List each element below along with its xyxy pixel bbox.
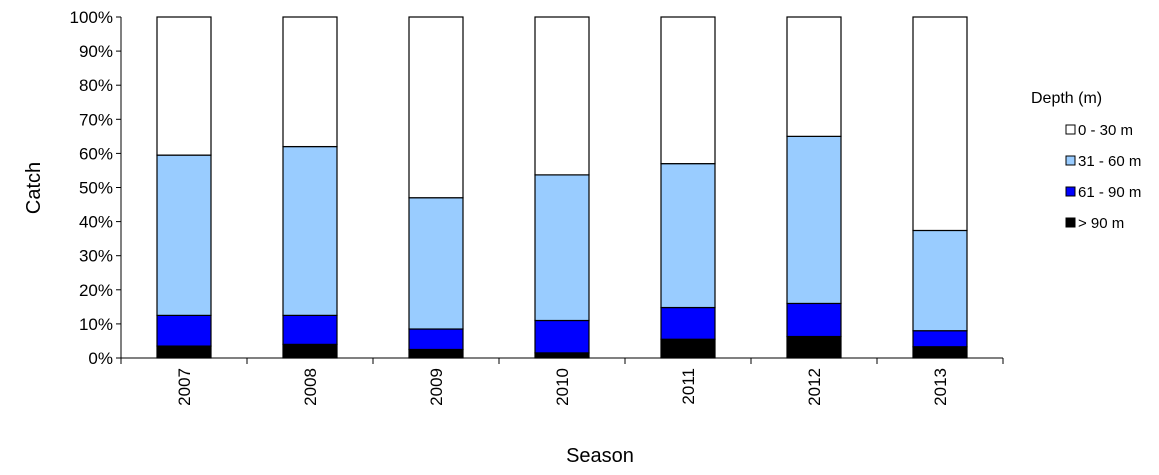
legend: Depth (m) 0 - 30 m 31 - 60 m 61 - 90 m > 90… xyxy=(1031,90,1141,232)
y-tick-label: 40% xyxy=(79,213,113,232)
y-tick-label: 80% xyxy=(79,76,113,95)
bar-segment xyxy=(660,338,716,359)
y-tick-label: 70% xyxy=(79,110,113,129)
bar-segment xyxy=(282,343,338,359)
bar-segment xyxy=(156,154,212,316)
bar-segment xyxy=(660,306,716,340)
legend-label: 31 - 60 m xyxy=(1078,153,1141,170)
y-axis: 0% 10% 20% 30% 40% 50% 60% 70% 80% 90% 100% xyxy=(70,8,122,368)
y-tick-label: 60% xyxy=(79,144,113,163)
x-tick-label: 2009 xyxy=(427,368,446,406)
bar-segment xyxy=(156,314,212,347)
x-tick-label: 2010 xyxy=(553,368,572,406)
y-tick-label: 20% xyxy=(79,281,113,300)
legend-swatch xyxy=(1065,217,1076,228)
legend-label: 61 - 90 m xyxy=(1078,184,1141,201)
bar-segment xyxy=(660,163,716,309)
x-tick-label: 2011 xyxy=(679,368,698,405)
x-tick-label: 2008 xyxy=(301,368,320,406)
bar-segment xyxy=(786,302,842,338)
bar-segment xyxy=(912,229,968,332)
x-tick-label: 2012 xyxy=(805,368,824,406)
legend-label: 0 - 30 m xyxy=(1078,122,1133,139)
bar-segment xyxy=(534,174,590,322)
bar-segment xyxy=(912,330,968,348)
bar-segment xyxy=(408,16,464,199)
bar-segment xyxy=(534,319,590,354)
bar-segment xyxy=(408,348,464,359)
y-tick-label: 0% xyxy=(88,349,113,368)
bar-segment xyxy=(282,16,338,148)
bar-segment xyxy=(534,16,590,176)
bar-segment xyxy=(282,314,338,345)
bar-segment xyxy=(156,345,212,359)
bar-segment xyxy=(786,135,842,305)
bar-segment xyxy=(912,16,968,232)
y-tick-label: 100% xyxy=(70,8,113,27)
legend-label: > 90 m xyxy=(1078,215,1124,232)
legend-swatch xyxy=(1065,155,1076,166)
x-tick-label: 2007 xyxy=(175,368,194,406)
bar-segment xyxy=(786,16,842,137)
bar-segment xyxy=(912,346,968,359)
y-tick-label: 50% xyxy=(79,179,113,198)
x-axis: 2007 2008 2009 2010 2011 2012 2013 xyxy=(120,357,1004,406)
bar-segment xyxy=(786,335,842,359)
x-axis-title: Season xyxy=(566,445,634,467)
x-tick-label: 2013 xyxy=(931,368,950,406)
bar-segment xyxy=(282,145,338,316)
legend-title: Depth (m) xyxy=(1031,90,1102,107)
y-tick-label: 90% xyxy=(79,42,113,61)
legend-swatch xyxy=(1065,186,1076,197)
plot-area xyxy=(156,16,968,359)
bar-segment xyxy=(408,197,464,330)
y-tick-label: 10% xyxy=(79,315,113,334)
bar-segment xyxy=(156,16,212,156)
y-axis-title: Catch xyxy=(23,162,45,214)
bar-segment xyxy=(534,352,590,359)
bar-segment xyxy=(660,16,716,165)
legend-swatch xyxy=(1065,124,1076,135)
bar-segment xyxy=(408,328,464,351)
y-tick-label: 30% xyxy=(79,247,113,266)
